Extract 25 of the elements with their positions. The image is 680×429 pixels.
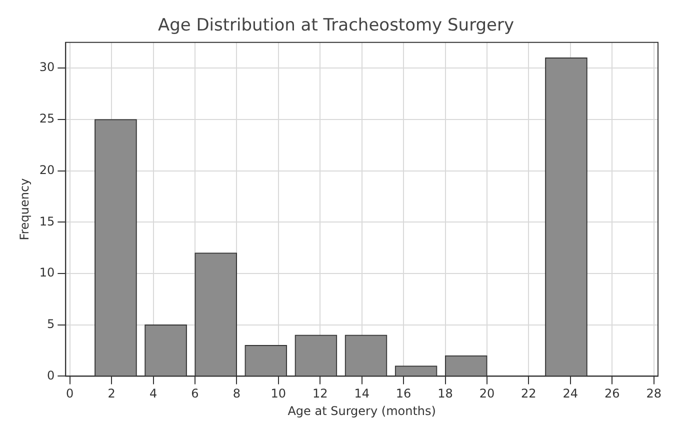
y-tick-label: 25 bbox=[39, 112, 55, 126]
y-tick-label: 15 bbox=[39, 214, 55, 228]
y-tick-label: 20 bbox=[39, 162, 55, 177]
x-tick-label: 4 bbox=[149, 386, 158, 401]
x-tick-label: 28 bbox=[646, 386, 662, 401]
x-tick-label: 22 bbox=[521, 386, 536, 401]
x-axis-title: Age at Surgery (months) bbox=[288, 404, 436, 418]
x-tick-label: 12 bbox=[312, 386, 328, 401]
y-tick-label: 5 bbox=[47, 316, 55, 331]
x-tick-label: 10 bbox=[270, 386, 286, 401]
x-tick-label: 0 bbox=[66, 386, 74, 401]
x-tick-label: 26 bbox=[604, 386, 620, 401]
x-tick-label: 2 bbox=[108, 386, 116, 401]
x-tick-label: 24 bbox=[562, 386, 578, 401]
x-tick-label: 20 bbox=[479, 386, 495, 401]
y-axis-title: Frequency bbox=[17, 178, 32, 240]
y-tick-label: 10 bbox=[39, 266, 55, 280]
x-tick-label: 18 bbox=[438, 386, 453, 401]
chart-title: Age Distribution at Tracheostomy Surgery bbox=[158, 16, 514, 36]
x-tick-label: 8 bbox=[232, 386, 241, 401]
x-tick-label: 16 bbox=[396, 386, 412, 401]
x-tick-label: 6 bbox=[191, 386, 199, 401]
x-tick-label: 14 bbox=[354, 386, 370, 401]
y-tick-label: 30 bbox=[39, 60, 55, 74]
y-tick-label: 0 bbox=[47, 368, 55, 382]
